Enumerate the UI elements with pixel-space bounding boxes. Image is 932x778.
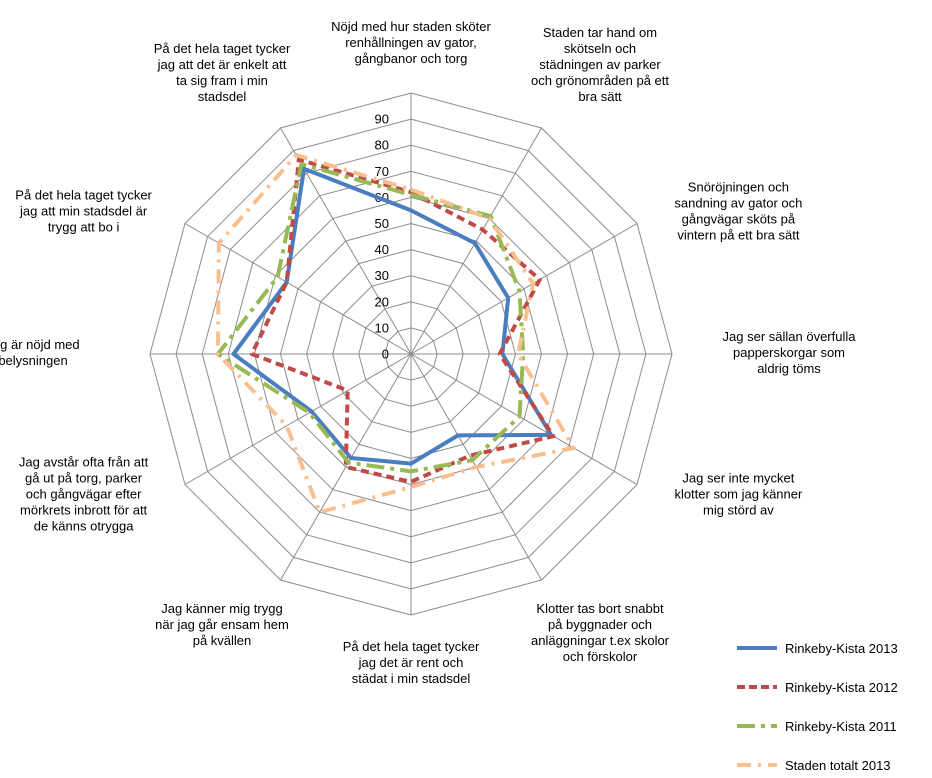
- radar-grid: [149, 92, 673, 616]
- series-line: [215, 153, 576, 515]
- tick-label: 40: [375, 242, 389, 257]
- grid-spoke: [410, 353, 638, 485]
- legend-label: Rinkeby-Kista 2012: [785, 680, 898, 695]
- category-label: Snöröjningen och sandning av gator och gån…: [674, 180, 802, 243]
- series-line: [231, 166, 554, 466]
- tick-label: 10: [375, 320, 389, 335]
- category-labels: Nöjd med hur staden sköter renhållningen …: [0, 19, 856, 686]
- tick-label: 20: [375, 294, 389, 309]
- category-label: Staden tar hand om skötseln och städningen…: [531, 25, 669, 104]
- category-label: På det hela taget tycker jag att min stad…: [15, 188, 152, 235]
- tick-label: 50: [375, 216, 389, 231]
- grid-spoke: [410, 127, 542, 355]
- grid-spoke: [184, 353, 412, 485]
- category-label: På det hela taget tycker jag det är rent …: [343, 639, 480, 686]
- legend-label: Rinkeby-Kista 2013: [785, 641, 898, 656]
- grid-spoke: [184, 223, 412, 355]
- category-label: Jag känner mig trygg när jag går ensam he…: [155, 601, 289, 648]
- category-label: På det hela taget tycker jag att det är e…: [154, 41, 291, 104]
- series-line: [249, 157, 556, 484]
- legend-label: Staden totalt 2013: [785, 758, 891, 773]
- grid-spoke: [410, 223, 638, 355]
- tick-label: 30: [375, 268, 389, 283]
- tick-label: 90: [375, 112, 389, 127]
- grid-spoke: [280, 353, 412, 581]
- legend-label: Rinkeby-Kista 2011: [785, 719, 897, 734]
- series-line: [215, 162, 526, 474]
- category-label: Jag ser inte mycket klotter som jag känne…: [674, 471, 803, 518]
- category-label: Nöjd med hur staden sköter renhållningen …: [331, 19, 491, 66]
- series-lines: [215, 153, 576, 515]
- tick-label: 0: [382, 347, 389, 362]
- legend: Rinkeby-Kista 2013 Rinkeby-Kista 2012 Rink…: [737, 641, 898, 773]
- category-label: Jag avstår ofta från att gå ut på torg, p…: [19, 455, 149, 534]
- tick-label: 80: [375, 138, 389, 153]
- category-label: Jag ser sällan överfulla papperskorgar so…: [723, 329, 857, 376]
- tick-label: 70: [375, 164, 389, 179]
- category-label: Klotter tas bort snabbt på byggnader och a…: [531, 601, 670, 664]
